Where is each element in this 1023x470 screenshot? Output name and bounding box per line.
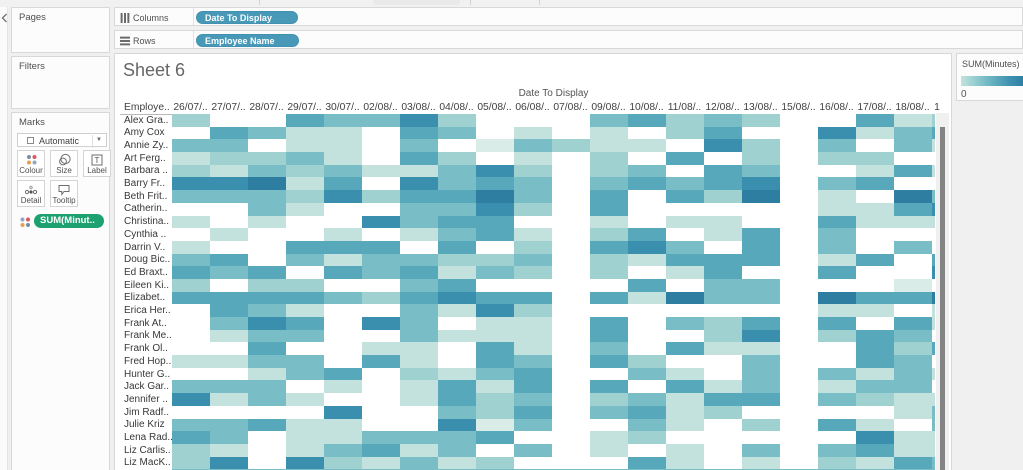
svg-text:T: T [95, 156, 100, 165]
